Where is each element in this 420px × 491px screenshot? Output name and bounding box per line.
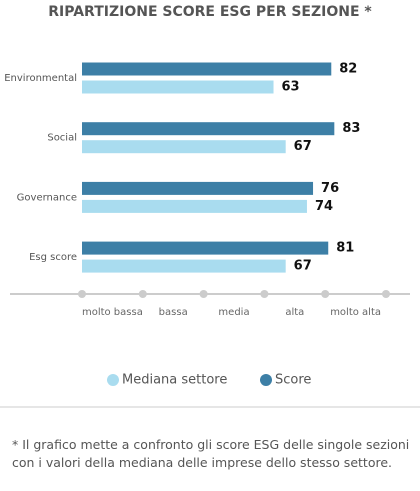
x-tick-label: molto alta — [330, 307, 381, 318]
category-label: Governance — [17, 192, 77, 203]
x-tick-label: media — [218, 307, 249, 318]
x-tick-dot — [199, 290, 208, 298]
bar — [82, 62, 332, 76]
value-label: 74 — [315, 199, 333, 214]
x-tick-dot — [78, 290, 86, 298]
bar — [82, 181, 314, 195]
category-label: Social — [47, 133, 77, 144]
chart: RIPARTIZIONE SCORE ESG PER SEZIONE * mol… — [0, 4, 420, 408]
legend-label: Score — [275, 373, 311, 388]
bar — [82, 80, 274, 94]
bar — [82, 199, 307, 213]
value-label: 81 — [336, 241, 354, 256]
chart-title: RIPARTIZIONE SCORE ESG PER SEZIONE * — [48, 4, 372, 20]
bar — [82, 241, 329, 255]
legend-label: Mediana settore — [122, 373, 227, 388]
x-tick-dot — [138, 290, 147, 298]
value-label: 67 — [294, 259, 312, 274]
x-tick-dot — [321, 290, 330, 298]
x-tick-dot — [382, 290, 390, 298]
legend-swatch — [260, 374, 272, 386]
x-tick-label: alta — [285, 307, 304, 318]
x-tick-label: molto bassa — [82, 307, 143, 318]
value-label: 76 — [321, 181, 339, 196]
x-tick-label: bassa — [159, 307, 188, 318]
value-label: 63 — [282, 80, 300, 95]
value-label: 82 — [339, 62, 357, 77]
x-tick-dot — [260, 290, 269, 298]
category-label: Environmental — [4, 73, 77, 84]
bar — [82, 259, 286, 273]
bar — [82, 122, 335, 136]
category-label: Esg score — [29, 252, 77, 263]
value-label: 83 — [342, 121, 360, 136]
value-label: 67 — [294, 139, 312, 154]
legend-swatch — [107, 374, 119, 386]
footnote: * Il grafico mette a confronto gli score… — [12, 437, 410, 470]
bar — [82, 140, 286, 154]
